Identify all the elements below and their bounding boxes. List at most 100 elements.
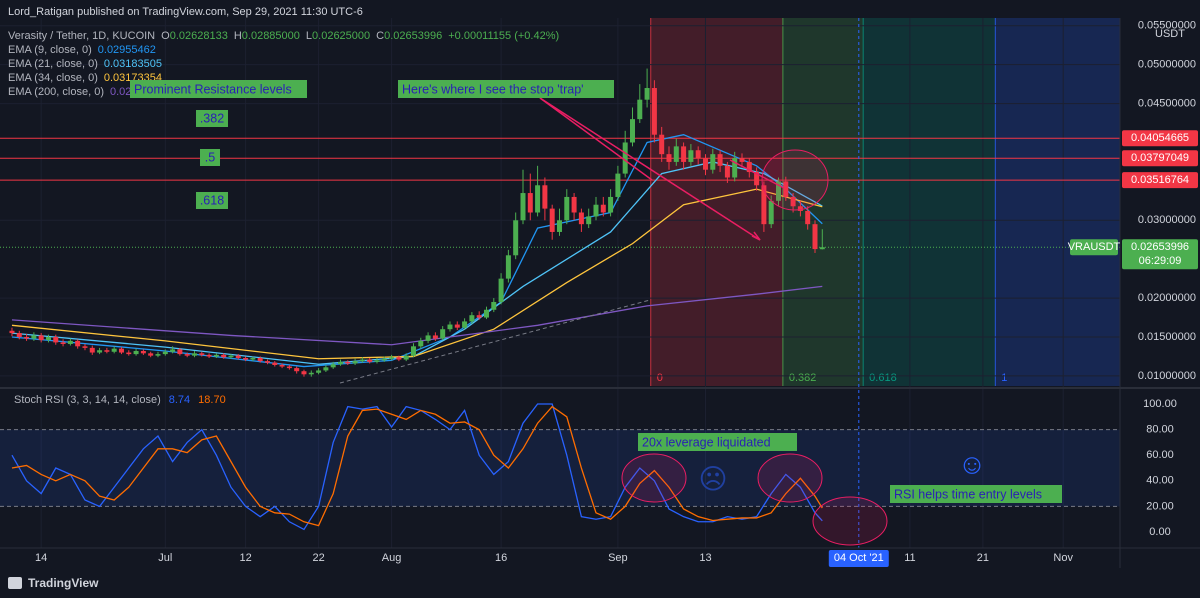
arrow-head bbox=[751, 231, 761, 241]
candle-body bbox=[695, 150, 701, 159]
candle-body bbox=[367, 359, 373, 362]
candle-body bbox=[301, 371, 307, 375]
candle-body bbox=[403, 355, 409, 360]
candle-body bbox=[235, 355, 241, 358]
annotation-box bbox=[130, 80, 307, 98]
candle-body bbox=[608, 196, 614, 213]
candle-body bbox=[447, 324, 453, 330]
arrow bbox=[729, 159, 785, 189]
candle-body bbox=[264, 361, 270, 363]
fib-zone-label: 0 bbox=[657, 372, 663, 384]
candle-body bbox=[337, 361, 343, 365]
countdown-label: 06:29:09 bbox=[1139, 255, 1182, 267]
candle-body bbox=[754, 172, 760, 186]
candle-body bbox=[462, 321, 468, 328]
overlay-layer: 14 Jul 12 22 Aug 16 Sep 13 11 21 Nov 0.05500000 0.05… bbox=[8, 20, 1198, 567]
rsi-value: 18.70 bbox=[198, 394, 226, 406]
rsi-tick-label: 80.00 bbox=[1146, 424, 1174, 436]
ohlc-label: L bbox=[306, 30, 312, 42]
annotations: Prominent Resistance levels .382 .5 .618… bbox=[130, 80, 1062, 546]
smile-icon: ☺ bbox=[958, 448, 987, 479]
frown-icon: ☹ bbox=[698, 463, 727, 494]
legend-line: Verasity / Tether, 1D, KUCOIN O0.02628133… bbox=[8, 30, 559, 42]
ohlc-label: C bbox=[376, 30, 384, 42]
symbol-box bbox=[1070, 239, 1118, 256]
indicator-name: EMA (21, close, 0) bbox=[8, 58, 98, 70]
price-label: 0.03797049 bbox=[1131, 152, 1189, 164]
fib-zone bbox=[782, 18, 864, 386]
x-tick-label: Aug bbox=[382, 552, 402, 564]
fib-zone bbox=[650, 18, 783, 386]
candle-body bbox=[702, 158, 708, 170]
x-tick-label: 21 bbox=[977, 552, 989, 564]
y-tick-label: 0.02000000 bbox=[1138, 292, 1196, 304]
candle-body bbox=[60, 342, 66, 344]
candle-body bbox=[651, 88, 657, 135]
candle-body bbox=[213, 354, 219, 357]
rsi-tick-label: 40.00 bbox=[1146, 475, 1174, 487]
y-tick-label: 0.01500000 bbox=[1138, 331, 1196, 343]
rsi-value: 8.74 bbox=[169, 394, 190, 406]
candle-body bbox=[359, 359, 365, 362]
last-price-label: 0.02653996 bbox=[1131, 241, 1189, 253]
candle-body bbox=[191, 353, 197, 356]
ema-line bbox=[11, 285, 823, 346]
annotation-box bbox=[398, 80, 614, 98]
candle-body bbox=[148, 353, 154, 356]
indicator-value: 0.03183505 bbox=[104, 58, 162, 70]
candle-body bbox=[140, 350, 146, 354]
candle-body bbox=[535, 185, 541, 213]
candle-body bbox=[586, 216, 592, 225]
annotation-box bbox=[196, 192, 228, 209]
candle-body bbox=[352, 361, 358, 364]
candle-body bbox=[206, 354, 212, 357]
axis-unit: USDT bbox=[1155, 28, 1185, 40]
candle-body bbox=[797, 206, 803, 211]
symbol-label: VRAUSDT bbox=[1068, 241, 1121, 253]
ohlc-value: 0.02628133 bbox=[170, 30, 228, 42]
candle-body bbox=[425, 335, 431, 341]
candle-body bbox=[272, 362, 278, 365]
y-tick-label: 0.04500000 bbox=[1138, 97, 1196, 109]
candle-body bbox=[505, 255, 511, 279]
candle-body bbox=[527, 193, 533, 213]
candle-body bbox=[89, 347, 95, 353]
candle-body bbox=[593, 204, 599, 217]
x-tick-label: 12 bbox=[239, 552, 251, 564]
candle-body bbox=[549, 208, 555, 232]
annotation: .382 bbox=[200, 111, 224, 125]
arrow bbox=[539, 97, 761, 241]
candle-body bbox=[761, 185, 767, 225]
highlight-ellipse bbox=[621, 453, 687, 503]
candle-body bbox=[67, 340, 73, 344]
candle-body bbox=[330, 364, 336, 368]
trend-line bbox=[339, 299, 651, 384]
candle-body bbox=[746, 161, 752, 173]
candle-body bbox=[812, 224, 818, 250]
candle-body bbox=[199, 353, 205, 355]
candle-body bbox=[111, 348, 117, 352]
annotation: Prominent Resistance levels bbox=[134, 82, 292, 96]
stoch-line bbox=[11, 405, 823, 527]
x-tick-label: 11 bbox=[904, 552, 915, 564]
candle-body bbox=[775, 181, 781, 201]
y-tick-label: 0.05500000 bbox=[1138, 20, 1196, 32]
logo-icon bbox=[8, 577, 22, 589]
candle-body bbox=[9, 330, 15, 334]
candle-body bbox=[184, 354, 190, 356]
ema-line bbox=[11, 188, 823, 360]
price-label-box bbox=[1122, 172, 1198, 189]
candle-body bbox=[819, 247, 825, 250]
candle-body bbox=[38, 335, 44, 341]
candle-body bbox=[286, 366, 292, 369]
candle-body bbox=[571, 196, 577, 213]
candle-body bbox=[556, 220, 562, 232]
rsi-tick-label: 0.00 bbox=[1149, 526, 1170, 538]
candle-body bbox=[637, 99, 643, 120]
fib-zone-label: 1 bbox=[1001, 372, 1007, 384]
candle-body bbox=[513, 220, 519, 256]
change-value: +0.00011155 (+0.42%) bbox=[448, 30, 559, 42]
candle-body bbox=[418, 340, 424, 347]
indicator-name: EMA (9, close, 0) bbox=[8, 44, 92, 56]
candle-body bbox=[389, 357, 395, 359]
